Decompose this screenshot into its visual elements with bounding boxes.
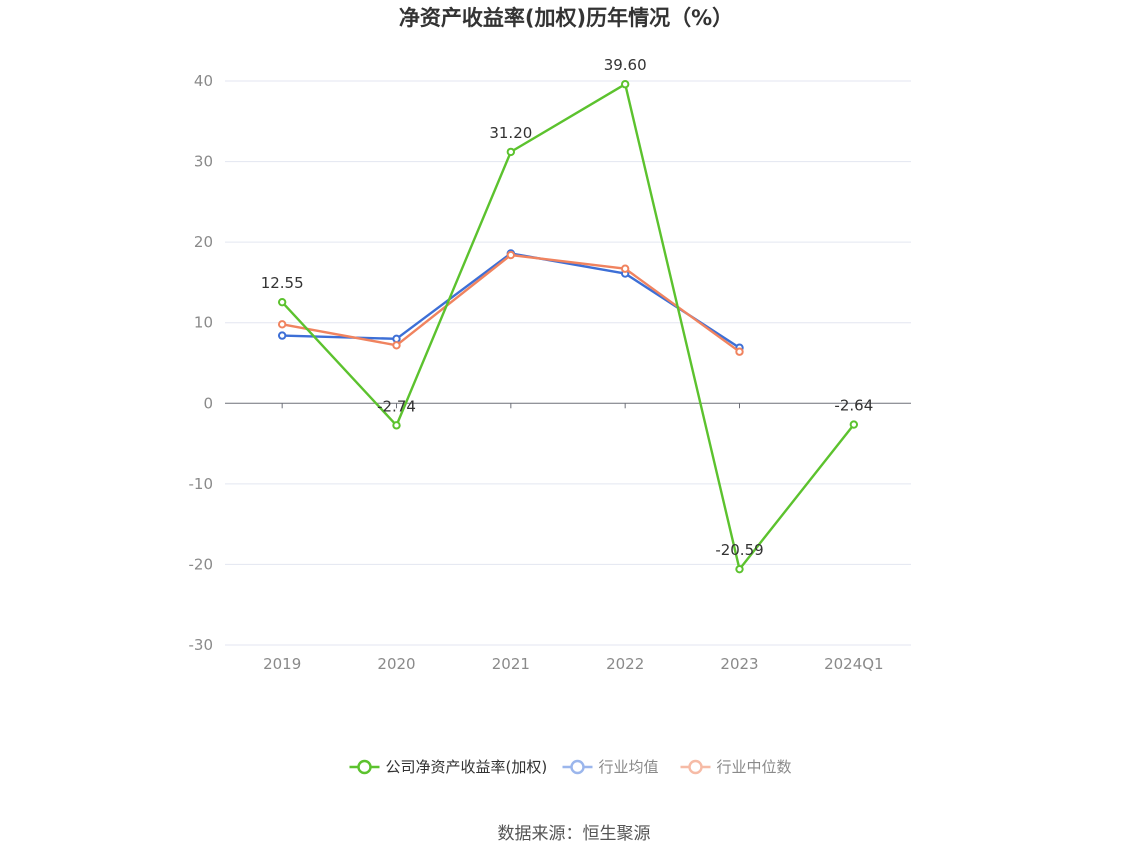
data-point: [392, 334, 401, 344]
data-labels: 12.55 -2.74 31.20 39.60 -20.59 -2.64: [261, 56, 874, 559]
data-point: [506, 250, 516, 260]
data-point: [735, 347, 744, 356]
data-point: [277, 320, 287, 329]
x-axis: 2019 2020 2021 2022 2023 2024Q1: [225, 402, 911, 673]
x-tick-label: 2020: [377, 655, 415, 673]
legend-marker: [570, 759, 585, 775]
y-tick-label: 30: [194, 153, 213, 171]
data-point: [392, 341, 401, 350]
source-text: 数据来源：恒生聚源: [498, 824, 651, 844]
series-group: [277, 80, 859, 574]
legend-label: 公司净资产收益率(加权): [386, 758, 548, 776]
y-tick-label: 20: [194, 233, 213, 251]
data-point: [849, 420, 859, 429]
legend-item[interactable]: 行业均值: [562, 758, 659, 776]
x-tick-label: 2022: [606, 655, 644, 673]
grid-lines: [225, 80, 911, 646]
data-label: -2.64: [834, 397, 873, 415]
legend-item[interactable]: 公司净资产收益率(加权): [349, 758, 548, 776]
data-point: [392, 421, 401, 430]
y-tick-label: 10: [194, 314, 213, 332]
data-point: [277, 297, 287, 307]
series-line: [281, 83, 855, 571]
data-label: -2.74: [377, 397, 416, 415]
data-point: [620, 264, 630, 273]
data-point: [620, 80, 630, 89]
x-tick-label: 2019: [263, 655, 301, 673]
y-tick-label: 40: [194, 72, 213, 90]
series-line: [281, 253, 741, 353]
legend-marker: [688, 759, 703, 775]
x-tick-label: 2021: [492, 655, 530, 673]
legend-marker: [357, 759, 372, 775]
legend: 公司净资产收益率(加权) 行业均值 行业中位数: [349, 758, 792, 776]
y-tick-label: -10: [189, 475, 214, 493]
legend-label: 行业均值: [599, 758, 659, 776]
data-label: 12.55: [261, 274, 304, 292]
x-tick-label: 2023: [720, 655, 758, 673]
data-point: [506, 147, 516, 157]
y-tick-label: -30: [189, 636, 214, 654]
data-point: [735, 564, 744, 574]
legend-item[interactable]: 行业中位数: [680, 758, 792, 776]
chart-title: 净资产收益率(加权)历年情况（%）: [399, 6, 733, 30]
y-tick-label: 0: [203, 394, 213, 412]
data-label: -20.59: [715, 541, 763, 559]
y-tick-label: -20: [189, 555, 214, 573]
y-axis: -30 -20 -10 0 10 20 30 40: [189, 72, 214, 654]
data-label: 39.60: [604, 56, 647, 74]
data-point: [277, 331, 287, 340]
data-label: 31.20: [489, 124, 532, 142]
legend-label: 行业中位数: [717, 758, 792, 776]
x-tick-label: 2024Q1: [824, 655, 884, 673]
